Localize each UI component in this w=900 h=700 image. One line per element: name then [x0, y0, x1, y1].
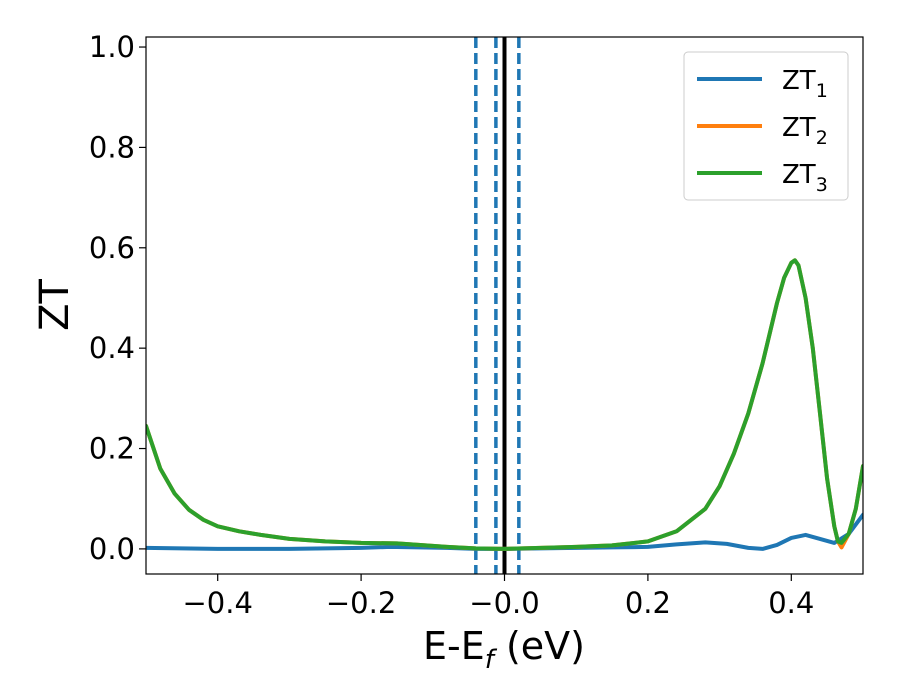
legend-label-zt1: ZT1	[782, 66, 828, 102]
legend: ZT1 ZT2 ZT3	[683, 51, 849, 201]
x-axis-ticks: −0.4 −0.2 −0.0 0.2 0.4	[182, 574, 814, 620]
x-tick-label: −0.2	[326, 586, 396, 620]
y-tick-label: 0.0	[89, 532, 135, 566]
y-tick-label: 1.0	[89, 30, 135, 64]
y-tick-label: 0.6	[89, 231, 135, 265]
series-line-zt3	[146, 258, 863, 551]
y-axis-label: ZT	[32, 279, 78, 331]
y-tick-label: 0.8	[89, 130, 135, 164]
y-axis-ticks: 0.0 0.2 0.4 0.6 0.8 1.0	[89, 30, 146, 566]
y-tick-label: 0.2	[89, 432, 135, 466]
x-tick-label: −0.4	[182, 586, 252, 620]
x-tick-label: 0.4	[768, 586, 814, 620]
x-tick-label: 0.2	[625, 586, 671, 620]
legend-label-zt2: ZT2	[782, 113, 828, 149]
x-axis-label: E-Ef (eV)	[423, 624, 585, 675]
y-tick-label: 0.4	[89, 331, 135, 365]
data-series	[146, 258, 863, 551]
x-tick-label: −0.0	[469, 586, 539, 620]
legend-label-zt3: ZT3	[782, 160, 828, 196]
legend-box	[683, 51, 849, 201]
reference-lines	[474, 37, 521, 574]
